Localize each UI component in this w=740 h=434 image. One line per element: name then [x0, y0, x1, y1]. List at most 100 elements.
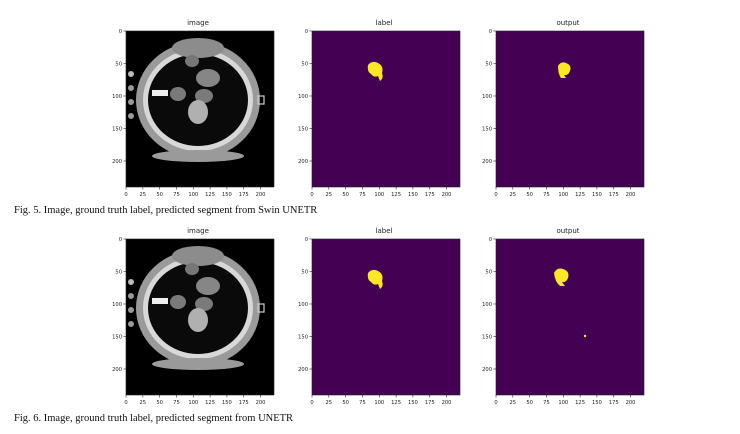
marker-dot [128, 71, 134, 77]
x-tick-label: 150 [592, 400, 602, 406]
panel-title: label [375, 19, 393, 27]
marker-dot [128, 307, 134, 313]
panel-label: label 0 25 50 75 100 125 150 175 200 0 50 100 150 200 [298, 16, 468, 202]
x-tick-label: 175 [239, 400, 249, 406]
spine [188, 308, 208, 332]
x-tick-label: 200 [626, 192, 636, 198]
y-tick-label: 100 [482, 94, 492, 100]
panel-image: image 0 25 50 75 100 125 150 175 200 0 50 100 150 200 [112, 16, 282, 202]
y-tick-label: 150 [298, 334, 308, 340]
axes-frame [311, 238, 461, 396]
x-tick-label: 50 [526, 192, 533, 198]
axes-frame [495, 30, 645, 188]
x-tick-label: 175 [239, 192, 249, 198]
x-tick-label: 100 [558, 192, 568, 198]
x-tick-label: 25 [326, 192, 333, 198]
x-tick-label: 150 [592, 192, 602, 198]
x-tick-label: 175 [609, 400, 619, 406]
axis-ticks: 0 25 50 75 100 125 150 175 200 0 50 100 150 200 [298, 237, 451, 406]
x-tick-label: 200 [256, 400, 266, 406]
y-tick-label: 150 [482, 126, 492, 132]
figure-6: image 0 25 50 75 100 125 150 175 200 0 50 100 150 200… [0, 224, 740, 424]
panel-image: image 0 25 50 75 100 125 150 175 200 0 50 100 150 200 [112, 224, 282, 410]
mask-background [312, 31, 460, 187]
x-tick-label: 125 [205, 192, 215, 198]
x-tick-label: 200 [256, 192, 266, 198]
marker-dot [128, 321, 134, 327]
x-tick-label: 25 [510, 400, 517, 406]
x-tick-label: 50 [526, 400, 533, 406]
vessel-c [195, 89, 213, 103]
y-tick-label: 0 [489, 237, 492, 243]
mask-background [312, 239, 460, 395]
figure-5: image 0 25 50 75 100 125 150 175 200 0 50 100 150 200… [0, 16, 740, 216]
shoulder-bone [152, 298, 168, 304]
x-tick-label: 150 [408, 192, 418, 198]
x-tick-label: 100 [374, 192, 384, 198]
mask-background [496, 31, 644, 187]
y-tick-label: 50 [301, 269, 308, 275]
x-tick-label: 125 [575, 400, 585, 406]
y-tick-label: 200 [482, 159, 492, 165]
panel-label: label 0 25 50 75 100 125 150 175 200 0 50 100 150 200 [298, 224, 468, 410]
x-tick-label: 150 [222, 192, 232, 198]
x-tick-label: 75 [543, 400, 550, 406]
vessel-b [170, 87, 186, 101]
figure-6-caption: Fig. 6. Image, ground truth label, predi… [14, 413, 294, 424]
x-tick-label: 0 [124, 400, 127, 406]
panel-title: image [187, 19, 209, 27]
ground-truth-mask [367, 61, 383, 81]
y-tick-label: 0 [305, 237, 308, 243]
marker-dot [128, 99, 134, 105]
predicted-mask [558, 62, 571, 78]
x-tick-label: 0 [310, 192, 313, 198]
axes-frame [311, 30, 461, 188]
axes-frame [125, 238, 275, 396]
y-tick-label: 150 [112, 126, 122, 132]
y-tick-label: 50 [485, 269, 492, 275]
output-mask-plot: 0 25 50 75 100 125 150 175 200 0 50 100 150 200 [482, 237, 645, 406]
y-tick-label: 200 [112, 367, 122, 373]
back-muscle [152, 150, 244, 162]
predicted-mask [554, 268, 569, 286]
ground-truth-mask [367, 269, 383, 289]
false-positive-speck [583, 334, 587, 338]
ct-image-plot: 0 25 50 75 100 125 150 175 200 0 50 100 150 200 [112, 237, 275, 406]
marker-dot [128, 279, 134, 285]
marker-dot [128, 85, 134, 91]
y-tick-label: 200 [298, 367, 308, 373]
x-tick-label: 175 [425, 192, 435, 198]
y-tick-label: 150 [112, 334, 122, 340]
x-tick-label: 175 [425, 400, 435, 406]
sternum-region [172, 38, 224, 58]
x-tick-label: 100 [188, 400, 198, 406]
x-tick-label: 125 [575, 192, 585, 198]
panel-output: output 0 25 50 75 100 125 150 175 200 0 50 100 150 20… [482, 16, 652, 202]
sternum-region [172, 246, 224, 266]
x-tick-label: 0 [494, 400, 497, 406]
x-tick-label: 125 [391, 400, 401, 406]
x-tick-label: 50 [342, 400, 349, 406]
device-marker [257, 95, 265, 105]
x-tick-label: 0 [310, 400, 313, 406]
y-tick-label: 100 [112, 94, 122, 100]
x-tick-label: 100 [188, 192, 198, 198]
axis-ticks: 0 25 50 75 100 125 150 175 200 0 50 100 150 200 [112, 29, 265, 198]
x-tick-label: 150 [222, 400, 232, 406]
y-tick-label: 0 [305, 29, 308, 35]
panel-title: image [187, 227, 209, 235]
x-tick-label: 50 [342, 192, 349, 198]
y-tick-label: 100 [482, 302, 492, 308]
y-tick-label: 50 [301, 61, 308, 67]
y-tick-label: 150 [298, 126, 308, 132]
x-tick-label: 75 [173, 400, 180, 406]
y-tick-label: 200 [298, 159, 308, 165]
marker-dot [128, 113, 134, 119]
panel-title: output [556, 19, 580, 27]
y-tick-label: 50 [115, 61, 122, 67]
x-tick-label: 125 [391, 192, 401, 198]
x-tick-label: 50 [156, 400, 163, 406]
panel-title: output [556, 227, 580, 235]
vessel-a [185, 263, 199, 275]
heart-region [196, 69, 220, 87]
